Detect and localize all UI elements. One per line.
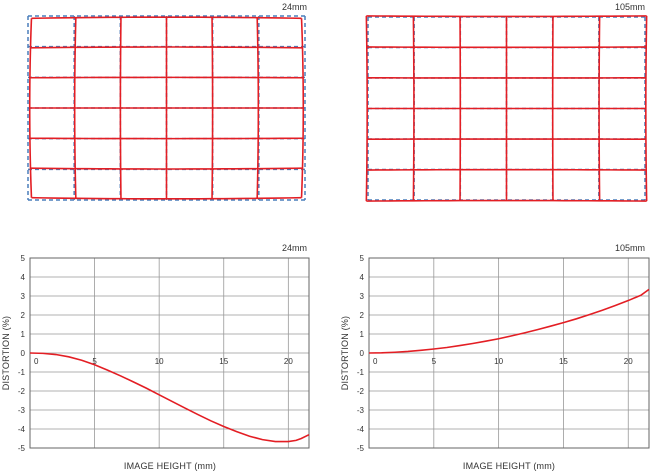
y-tick-label: 1 bbox=[21, 330, 26, 339]
distortion-chart-105mm: 105mm IMAGE HEIGHT (mm) DISTORTION (%) 5… bbox=[340, 243, 650, 471]
chart-105mm-x-axis-title: IMAGE HEIGHT (mm) bbox=[463, 461, 555, 471]
y-tick-label: 3 bbox=[360, 292, 365, 301]
y-tick-label: -4 bbox=[357, 425, 365, 434]
chart-105mm-y-axis-title: DISTORTION (%) bbox=[340, 316, 350, 390]
y-tick-label: 2 bbox=[360, 311, 365, 320]
x-tick-label: 0 bbox=[34, 357, 39, 366]
distorted-grid-hline bbox=[31, 16, 302, 20]
chart-105mm-title: 105mm bbox=[615, 243, 645, 253]
distorted-grid bbox=[365, 15, 648, 202]
grid-105mm-focal-label: 105mm bbox=[615, 2, 645, 12]
distorted-grid-hline bbox=[31, 196, 302, 200]
y-tick-label: -2 bbox=[18, 387, 26, 396]
y-tick-label: -5 bbox=[357, 444, 365, 453]
y-tick-label: -3 bbox=[357, 406, 365, 415]
chart-gridlines bbox=[369, 258, 649, 448]
distorted-grid-hline bbox=[30, 167, 303, 170]
y-tick-label: -4 bbox=[18, 425, 26, 434]
chart-24mm-y-axis-title: DISTORTION (%) bbox=[1, 316, 11, 390]
y-tick-label: -1 bbox=[357, 368, 365, 377]
x-tick-label: 10 bbox=[494, 357, 503, 366]
x-tick-label: 15 bbox=[559, 357, 568, 366]
distorted-grid-vline bbox=[645, 15, 648, 202]
x-tick-label: 20 bbox=[624, 357, 633, 366]
x-tick-label: 5 bbox=[432, 357, 437, 366]
distorted-grid-vline bbox=[365, 15, 368, 202]
x-tick-label: 10 bbox=[155, 357, 164, 366]
y-tick-label: -1 bbox=[18, 368, 26, 377]
y-tick-label: 0 bbox=[360, 349, 365, 358]
x-tick-label: 20 bbox=[284, 357, 293, 366]
y-tick-label: 4 bbox=[360, 273, 365, 282]
distorted-grid-hline bbox=[30, 46, 303, 49]
barrel-distortion-grid-24mm bbox=[27, 15, 306, 201]
pincushion-distortion-grid-105mm bbox=[365, 15, 648, 202]
y-tick-label: -3 bbox=[18, 406, 26, 415]
x-tick-label: 5 bbox=[92, 357, 97, 366]
y-tick-label: 1 bbox=[360, 330, 365, 339]
chart-gridlines bbox=[30, 258, 309, 448]
distortion-curve bbox=[368, 288, 650, 354]
distortion-chart-24mm: 24mm IMAGE HEIGHT (mm) DISTORTION (%) 5 4… bbox=[1, 243, 310, 471]
chart-24mm-title: 24mm bbox=[282, 243, 307, 253]
distorted-grid bbox=[28, 16, 305, 200]
y-tick-label: 0 bbox=[21, 349, 26, 358]
y-tick-label: 4 bbox=[21, 273, 26, 282]
y-tick-label: -5 bbox=[18, 444, 26, 453]
x-tick-label: 15 bbox=[219, 357, 228, 366]
y-tick-label: -2 bbox=[357, 387, 365, 396]
grid-24mm-focal-label: 24mm bbox=[282, 2, 307, 12]
y-tick-label: 5 bbox=[21, 254, 26, 263]
chart-24mm-x-axis-title: IMAGE HEIGHT (mm) bbox=[124, 461, 216, 471]
y-tick-label: 3 bbox=[21, 292, 26, 301]
y-tick-label: 5 bbox=[360, 254, 365, 263]
distorted-grid-hline bbox=[366, 199, 647, 202]
distorted-grid-hline bbox=[366, 15, 647, 18]
x-tick-label: 0 bbox=[373, 357, 378, 366]
y-tick-label: 2 bbox=[21, 311, 26, 320]
distortion-curve bbox=[29, 352, 310, 443]
